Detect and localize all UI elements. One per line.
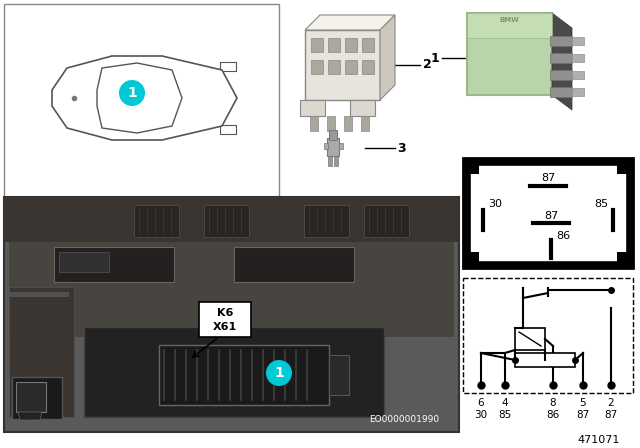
Polygon shape	[305, 15, 395, 30]
Bar	[467, 13, 552, 38]
Bar	[220, 62, 236, 71]
Text: 2: 2	[608, 398, 614, 408]
Bar	[204, 205, 249, 237]
Polygon shape	[552, 13, 572, 110]
Bar	[59, 252, 109, 272]
Text: 30: 30	[474, 410, 488, 420]
Text: 1: 1	[274, 366, 284, 380]
Text: 1: 1	[431, 52, 440, 65]
Bar	[550, 53, 572, 63]
Text: EO0000001990: EO0000001990	[369, 415, 439, 425]
Bar	[362, 38, 374, 52]
Bar	[324, 143, 328, 149]
Bar	[617, 158, 633, 174]
Circle shape	[266, 360, 292, 386]
Bar	[572, 37, 584, 45]
Bar	[311, 38, 323, 52]
Bar	[463, 252, 479, 268]
Text: 1: 1	[127, 86, 137, 100]
Text: 87: 87	[544, 211, 558, 221]
Bar	[4, 4, 279, 197]
Bar	[16, 382, 46, 412]
Bar	[339, 143, 343, 149]
Text: 8: 8	[550, 398, 556, 408]
Text: 86: 86	[556, 231, 570, 241]
Bar	[345, 38, 357, 52]
Bar	[361, 116, 369, 131]
Bar	[328, 60, 340, 74]
Bar	[572, 88, 584, 96]
Bar	[329, 130, 337, 140]
Text: BMW: BMW	[499, 17, 519, 23]
Text: 2: 2	[422, 59, 431, 72]
Text: X61: X61	[213, 322, 237, 332]
Bar	[84, 327, 384, 417]
Bar	[471, 166, 625, 260]
Bar	[327, 138, 339, 156]
Bar	[199, 302, 251, 337]
Text: 471071: 471071	[578, 435, 620, 445]
Bar	[234, 247, 354, 282]
Bar	[350, 100, 375, 116]
Bar	[572, 54, 584, 62]
Circle shape	[119, 80, 145, 106]
Bar	[329, 355, 349, 395]
Text: 3: 3	[397, 142, 406, 155]
Polygon shape	[18, 412, 42, 420]
Bar	[617, 252, 633, 268]
Text: 86: 86	[547, 410, 559, 420]
Bar	[334, 156, 338, 166]
Bar	[550, 36, 572, 46]
Bar	[344, 116, 352, 131]
Text: 6: 6	[477, 398, 484, 408]
Bar	[327, 116, 335, 131]
Text: 4: 4	[502, 398, 508, 408]
Bar	[572, 71, 584, 79]
Bar	[9, 242, 454, 337]
Bar	[12, 377, 62, 419]
Bar	[463, 158, 479, 174]
Bar	[9, 292, 69, 297]
Bar	[550, 70, 572, 80]
Bar	[328, 156, 332, 166]
Bar	[54, 247, 174, 282]
Bar	[515, 353, 575, 367]
Bar	[159, 345, 329, 405]
Text: K6: K6	[217, 308, 233, 318]
Bar	[463, 158, 633, 268]
Bar	[328, 38, 340, 52]
Bar	[463, 278, 633, 393]
Bar	[311, 60, 323, 74]
Text: 85: 85	[499, 410, 511, 420]
Text: 87: 87	[577, 410, 589, 420]
Text: 87: 87	[541, 173, 555, 183]
Text: 30: 30	[488, 199, 502, 209]
Bar	[467, 13, 552, 95]
Bar	[4, 197, 459, 242]
Bar	[9, 287, 74, 417]
Polygon shape	[97, 63, 182, 133]
Bar	[304, 205, 349, 237]
Bar	[220, 125, 236, 134]
Text: 87: 87	[604, 410, 618, 420]
Bar	[362, 60, 374, 74]
Bar	[310, 116, 318, 131]
Bar	[305, 30, 380, 100]
Bar	[364, 205, 409, 237]
Bar	[550, 87, 572, 97]
Polygon shape	[380, 15, 395, 100]
Bar	[345, 60, 357, 74]
Text: 85: 85	[594, 199, 608, 209]
Bar	[134, 205, 179, 237]
Polygon shape	[52, 56, 237, 140]
Bar	[515, 328, 545, 350]
Text: 5: 5	[580, 398, 586, 408]
Bar	[300, 100, 325, 116]
Bar	[4, 197, 459, 432]
